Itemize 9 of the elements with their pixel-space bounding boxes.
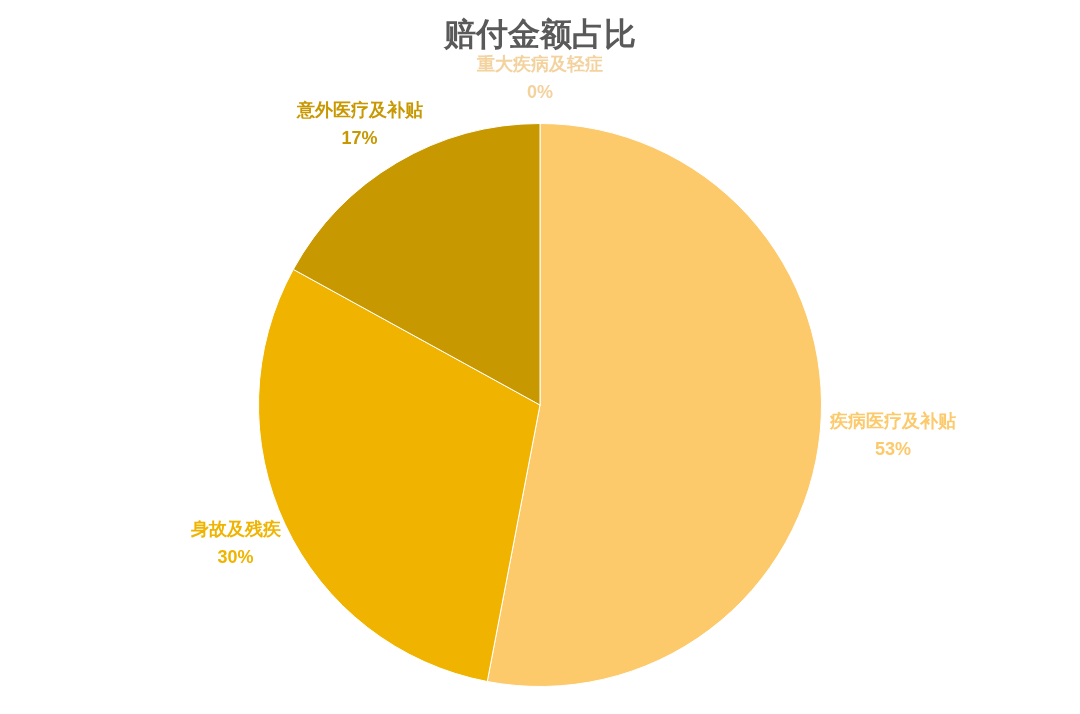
- slice-label: 意外医疗及补贴: [295, 99, 423, 120]
- data-label: 53%: [874, 438, 911, 459]
- data-label: 17%: [341, 127, 378, 148]
- category-label: 重大疾病及轻症: [477, 54, 603, 75]
- chart-title: 赔付金额占比: [443, 15, 636, 52]
- slice-label: 疾病医疗及补贴: [828, 410, 956, 431]
- slice-label: 身故及残疾: [189, 518, 282, 539]
- text: 0%: [526, 82, 554, 103]
- data-label: 30%: [217, 546, 254, 567]
